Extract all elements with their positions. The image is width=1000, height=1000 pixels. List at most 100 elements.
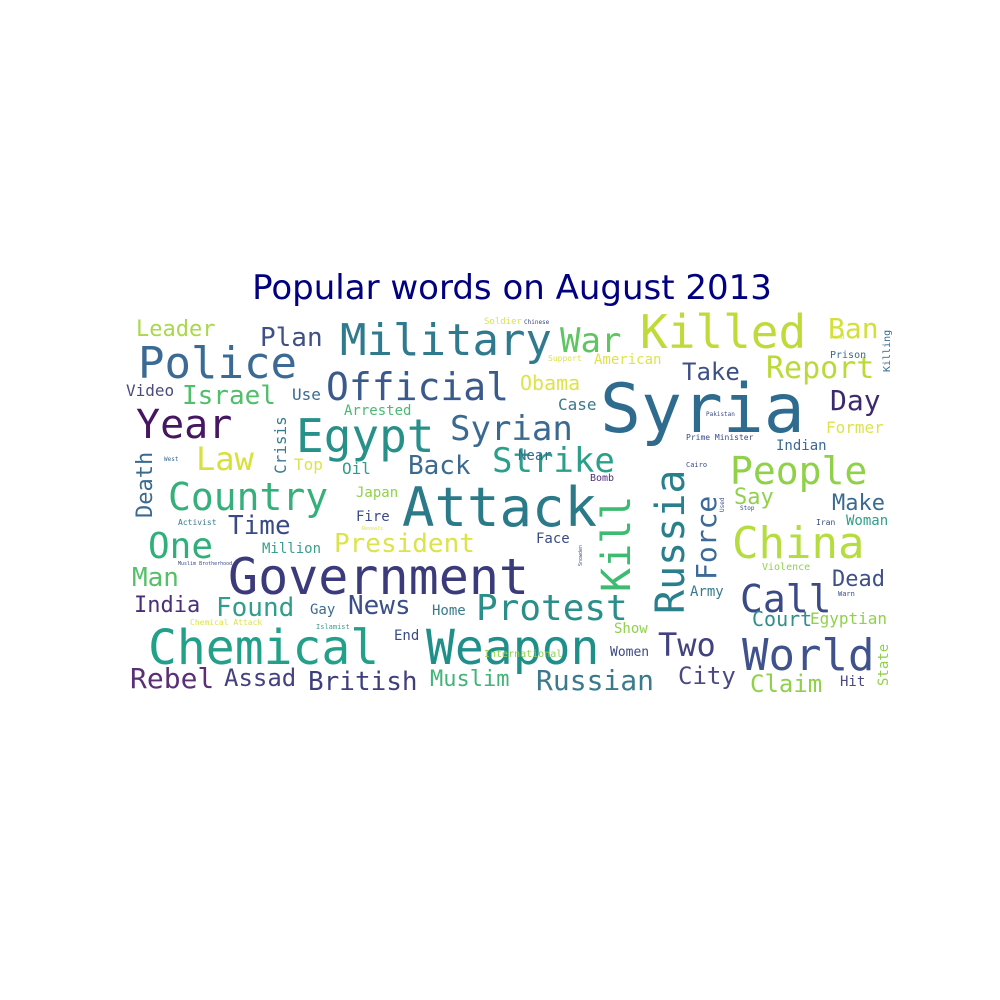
word-warn: Warn [838,590,855,598]
word-home: Home [432,603,466,619]
word-violence: Violence [762,562,810,573]
word-found: Found [216,593,294,623]
word-call: Call [740,577,832,621]
word-former: Former [826,418,884,437]
chart-title: Popular words on August 2013 [252,268,772,308]
word-face: Face [536,531,570,547]
word-take: Take [682,358,740,386]
word-activist: Activist [178,518,217,527]
word-president: President [334,529,475,559]
word-killed: Killed [640,305,806,359]
word-iran: Iran [816,518,835,527]
word-west: West [164,456,179,463]
word-leader: Leader [136,317,215,342]
word-crisis: Crisis [271,416,290,474]
word-international: International [484,649,562,660]
word-stop: Stop [740,505,755,512]
word-russia: Russia [648,470,694,615]
word-egypt: Egypt [296,409,434,463]
word-military: Military [340,315,552,366]
word-oil: Oil [342,459,371,478]
word-war: War [560,321,621,361]
word-death: Death [133,452,158,518]
word-army: Army [690,584,724,600]
word-indian: Indian [776,438,827,454]
word-find: Find [830,334,845,341]
word-prison: Prison [830,350,866,361]
word-kill: Kill [594,496,640,592]
word-end: End [394,628,419,644]
word-strike: Strike [492,441,615,481]
word-official: Official [326,365,509,409]
word-city: City [678,662,736,690]
word-used: Used [719,497,726,512]
word-fire: Fire [356,509,390,525]
word-case: Case [558,395,597,414]
word-attack: Attack [402,476,597,539]
word-support: Support [548,354,582,363]
word-prime-minister: Prime Minister [686,433,754,442]
word-weapon: Weapon [426,620,599,676]
word-japan: Japan [356,485,398,501]
word-islamist: Islamist [316,623,350,631]
word-arrested: Arrested [344,403,411,419]
word-use: Use [292,385,321,404]
word-india: India [134,593,200,618]
word-country: Country [168,475,328,519]
word-women: Women [610,645,649,660]
word-year: Year [136,402,232,448]
word-muslim-brotherhood: Muslim Brotherhood [178,561,232,567]
word-ban: Ban [828,312,879,345]
word-plan: Plan [260,323,323,353]
word-russian: Russian [536,664,654,697]
word-gay: Gay [310,602,335,618]
word-obama: Obama [520,371,580,395]
word-assad: Assad [224,664,296,692]
word-chemical: Chemical [148,620,379,676]
word-one: One [148,526,213,567]
word-people: People [730,449,867,493]
word-american: American [594,352,661,368]
word-time: Time [228,511,291,541]
word-say: Say [734,485,774,510]
word-israel: Israel [182,381,276,411]
word-syria: Syria [600,370,805,449]
word-report: Report [766,351,874,386]
word-soldier: Soldier [484,317,523,327]
word-million: Million [262,541,321,557]
word-dead: Dead [832,567,885,592]
word-muslim: Muslim [430,667,509,692]
word-state: State [876,644,892,686]
word-world: World [742,630,874,681]
word-near: Near [518,448,552,464]
word-syrian: Syrian [450,409,573,449]
word-back: Back [408,451,471,481]
word-cairo: Cairo [686,461,707,469]
word-british: British [308,667,418,697]
word-video: Video [126,381,174,400]
word-bomb: Bomb [590,473,614,484]
word-force: Force [690,496,723,580]
word-news: News [348,591,411,621]
word-hit: Hit [840,674,865,690]
word-man: Man [132,563,179,593]
word-rebel: Rebel [130,662,214,695]
word-make: Make [832,491,885,516]
word-woman: Woman [846,513,888,529]
word-government: Government [228,548,529,606]
word-top: Top [294,455,323,474]
word-protest: Protest [476,588,628,629]
word-chinese: Chinese [524,319,550,326]
word-killing: Killing [882,330,893,372]
word-claim: Claim [750,670,822,698]
word-snowden: Snowden [578,545,584,566]
word-egyptian: Egyptian [810,609,887,628]
word-show: Show [614,621,648,637]
word-pakistan: Pakistan [706,411,735,418]
word-day: Day [830,384,881,417]
word-chemical-attack: Chemical Attack [190,618,262,627]
word-china: China [732,518,864,569]
word-two: Two [658,626,716,664]
